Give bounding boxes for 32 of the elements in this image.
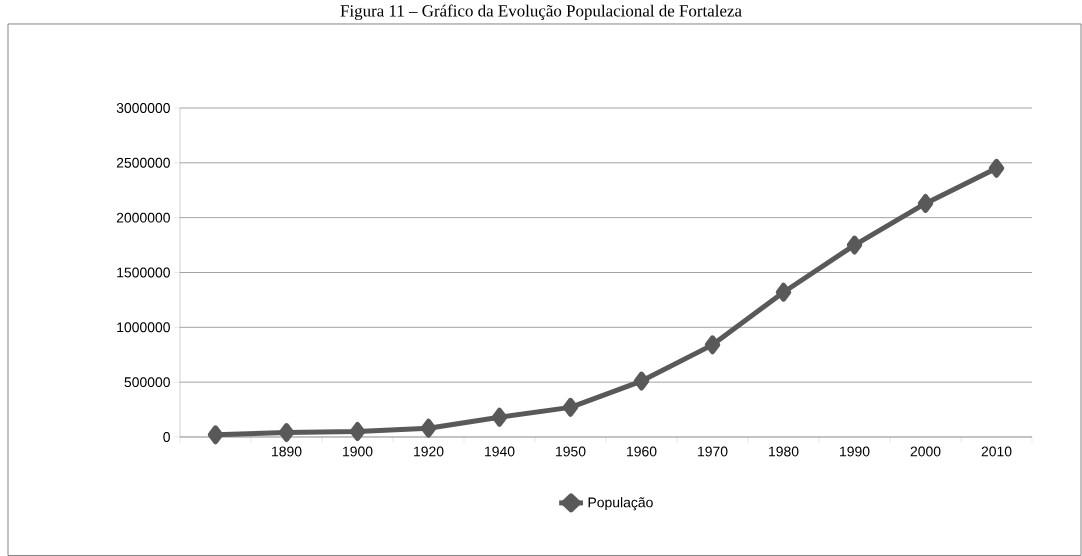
y-tick-label: 3000000 [116, 103, 170, 113]
point [633, 371, 650, 391]
x-tick-label: 1990 [840, 446, 870, 457]
y-tick-label: 1000000 [117, 322, 170, 333]
x-tick-label: 2010 [981, 446, 1012, 457]
x-tick-label: 1980 [769, 446, 799, 457]
x-tick-label: 1970 [698, 446, 728, 457]
y-tick-label: 0 [163, 432, 170, 442]
point [349, 422, 366, 441]
point [917, 193, 934, 213]
point [562, 397, 579, 417]
x-tick-label: 1950 [556, 446, 586, 457]
y-tick-label: 2500000 [116, 157, 170, 168]
chart-title: Figura 11 – Gráfico da Evolução Populacional de Fortaleza [340, 4, 742, 21]
y-tick-label: 2000000 [116, 212, 170, 223]
point [207, 425, 224, 445]
point [775, 282, 792, 302]
point [988, 158, 1005, 178]
x-tick-label: 1920 [414, 446, 444, 457]
point [491, 407, 508, 427]
point [278, 423, 295, 443]
x-tick-label: 1890 [272, 446, 302, 457]
x-tick-label: 1940 [485, 446, 515, 457]
x-tick-label: 1900 [343, 446, 373, 457]
x-tick-label: 2000 [910, 446, 941, 457]
y-tick-label: 500000 [124, 377, 170, 388]
y-tick-label: 1500000 [117, 267, 170, 278]
x-tick-label: 1960 [627, 446, 657, 457]
legend-label: População [588, 497, 653, 511]
point [704, 335, 721, 355]
point [420, 418, 437, 438]
point [846, 235, 863, 255]
